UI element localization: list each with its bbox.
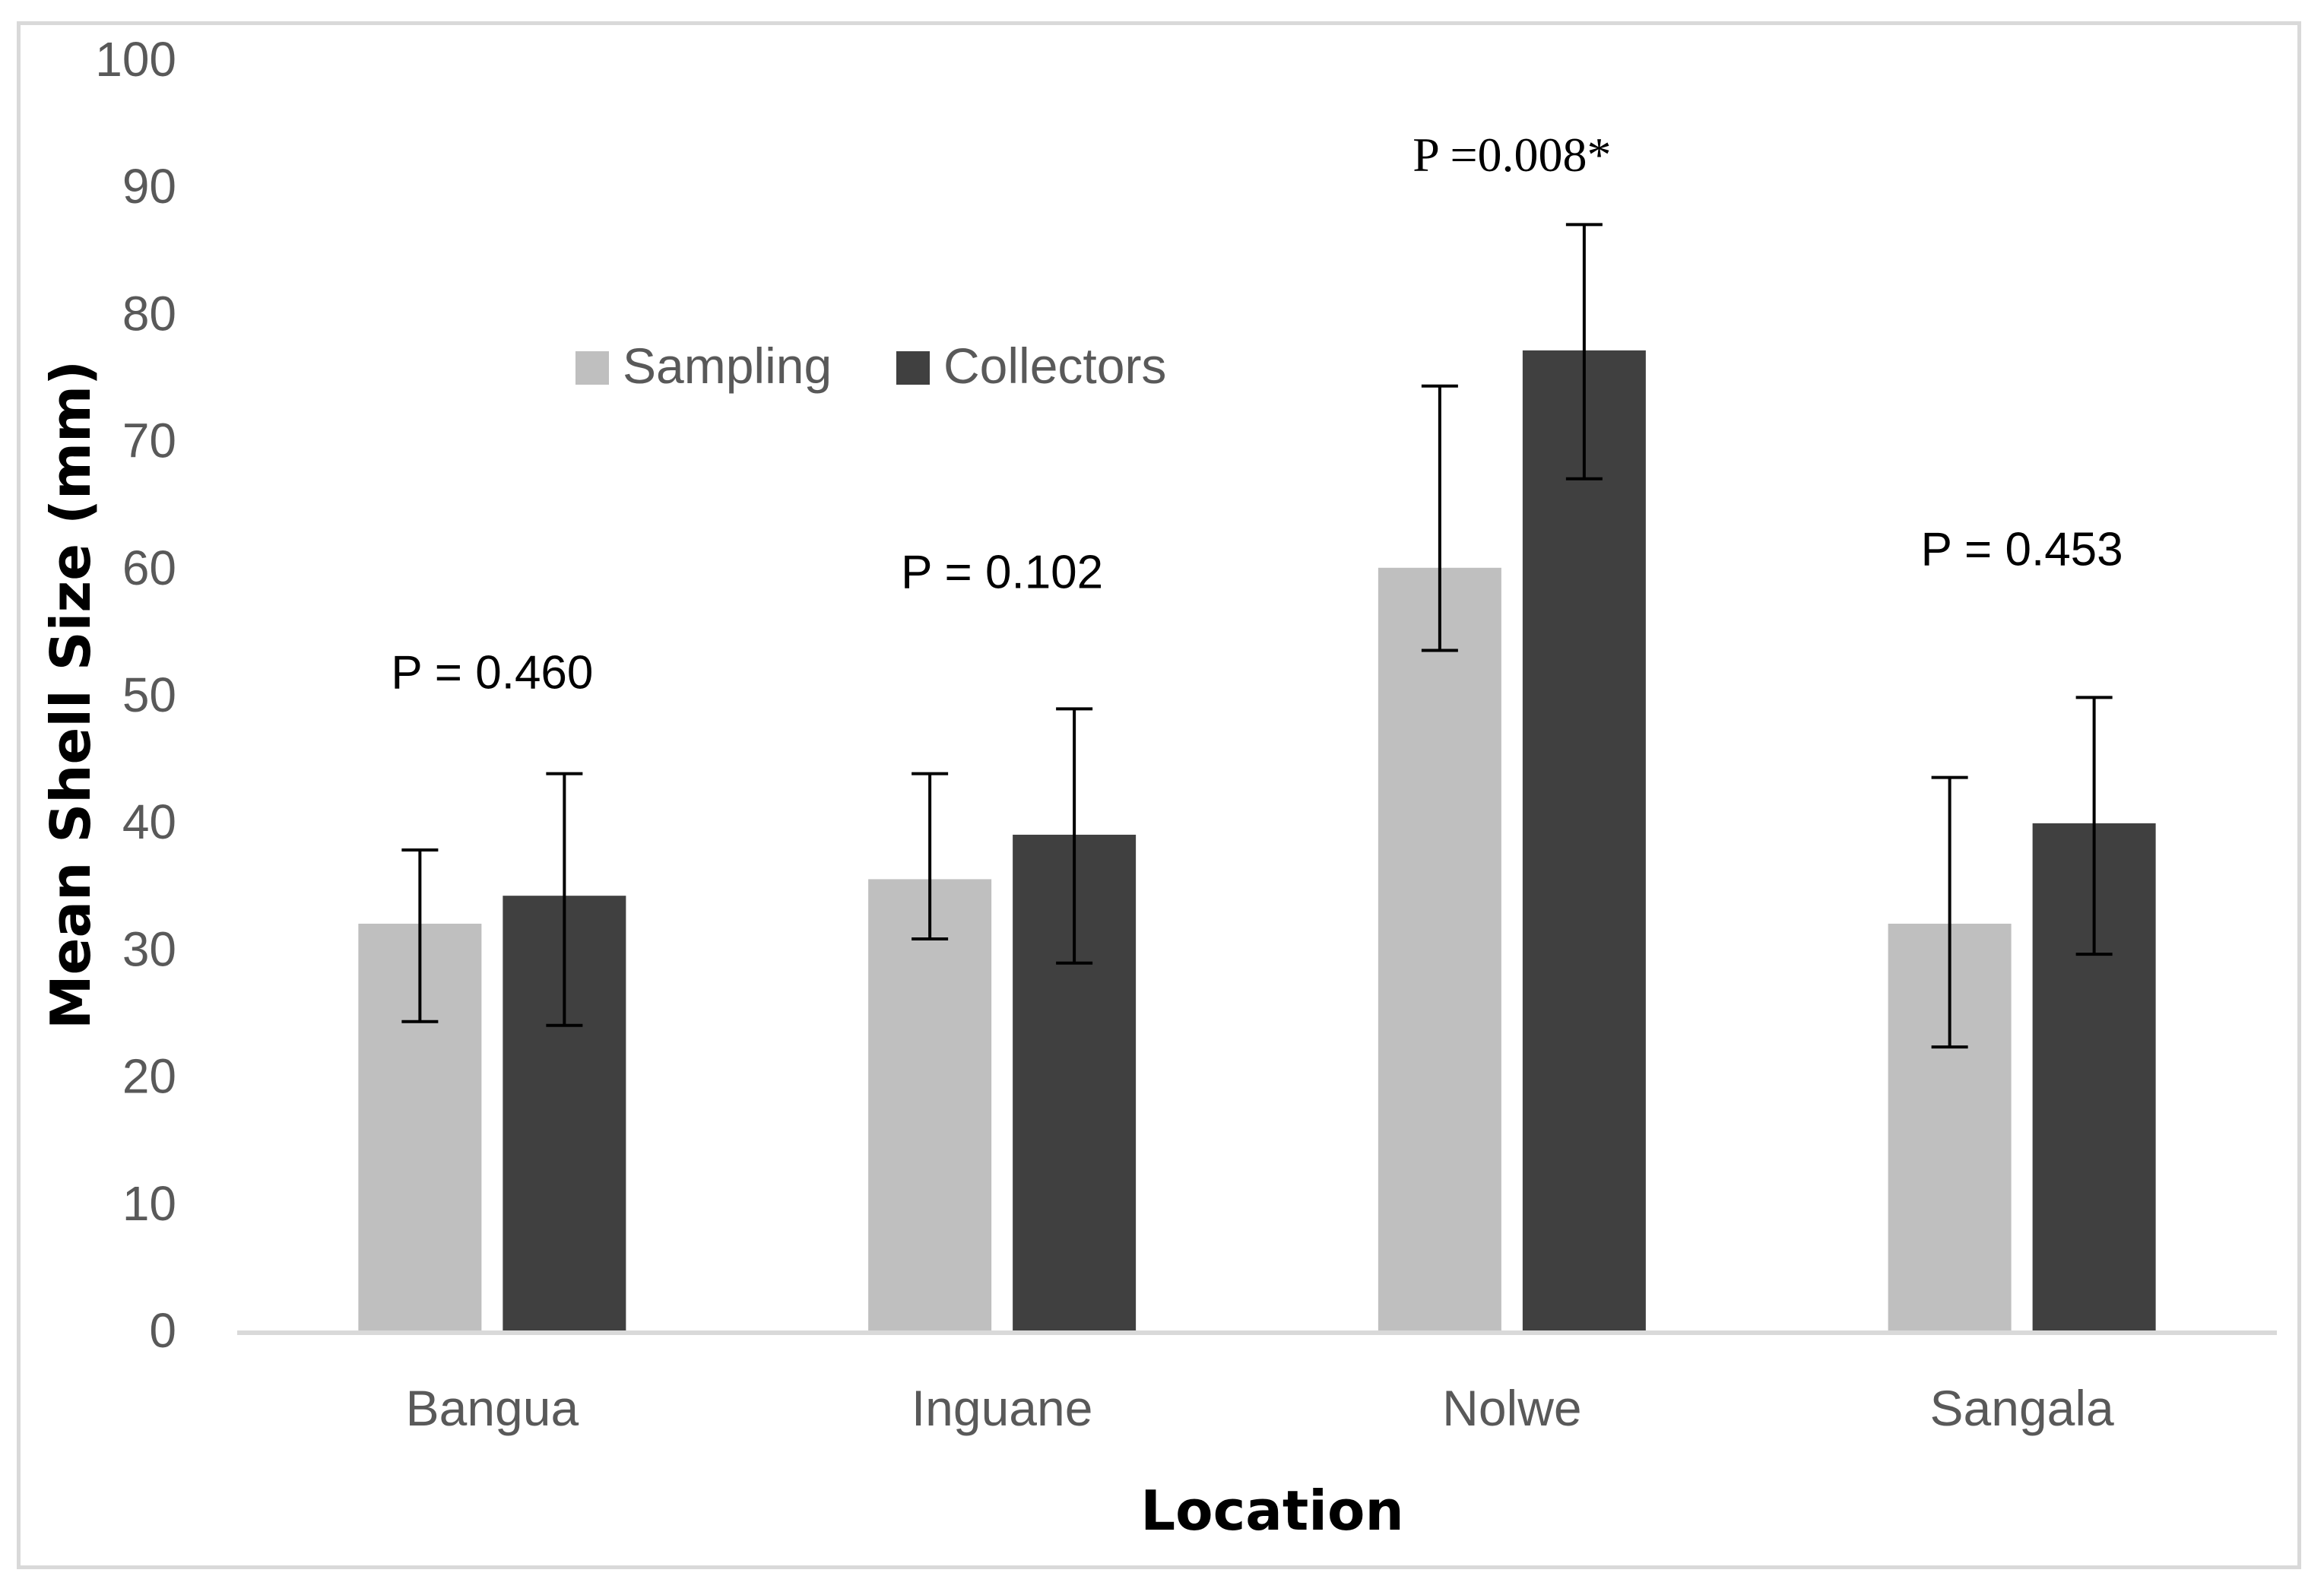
p-value-annotation-bangua: P = 0.460: [391, 647, 593, 699]
error-bar-collectors-nolwe: [1565, 223, 1603, 480]
error-bar-sampling-nolwe: [1421, 384, 1458, 652]
y-tick-label: 10: [122, 1176, 176, 1231]
y-tick-label: 70: [122, 414, 176, 468]
error-bar-sampling-inguane: [912, 772, 949, 941]
y-axis-title: Mean Shell Size (mm): [39, 360, 103, 1029]
bar-sampling-nolwe: [1378, 567, 1501, 1330]
error-bar-collectors-inguane: [1056, 707, 1093, 965]
error-bar-collectors-bangua: [546, 772, 583, 1027]
y-tick-label: 40: [122, 794, 176, 849]
legend-label-sampling: Sampling: [623, 338, 832, 394]
x-axis-category-labels: Bangua Inguane Nolwe Sangala: [406, 1380, 2114, 1436]
x-tick-label-bangua: Bangua: [406, 1380, 579, 1436]
p-value-annotation-sangala: P = 0.453: [1921, 523, 2123, 576]
x-axis-title: Location: [1140, 1479, 1403, 1543]
y-tick-label: 60: [122, 541, 176, 595]
y-tick-label: 80: [122, 286, 176, 341]
y-tick-label: 50: [122, 668, 176, 722]
bar-sampling-inguane: [868, 879, 992, 1330]
y-tick-label: 100: [95, 32, 176, 87]
bar-collectors-nolwe: [1522, 350, 1646, 1331]
legend-swatch-collectors: [896, 351, 930, 385]
x-tick-label-sangala: Sangala: [1930, 1380, 2115, 1436]
error-bar-sampling-sangala: [1931, 775, 1968, 1049]
x-tick-label-inguane: Inguane: [912, 1380, 1093, 1436]
p-value-annotation-nolwe: P =0.008*: [1412, 128, 1611, 182]
error-bar-collectors-sangala: [2075, 696, 2113, 956]
y-tick-label: 20: [122, 1049, 176, 1104]
error-bars: [401, 223, 2113, 1049]
bars: [358, 350, 2156, 1331]
error-bar-sampling-bangua: [401, 848, 439, 1023]
y-tick-label: 30: [122, 921, 176, 976]
legend-label-collectors: Collectors: [943, 338, 1166, 394]
legend: Sampling Collectors: [575, 338, 1166, 394]
y-tick-label: 90: [122, 159, 176, 214]
y-axis-ticks: 0 10 20 30 40 50 60 70 80 90 100: [95, 32, 176, 1358]
x-tick-label-nolwe: Nolwe: [1442, 1380, 1581, 1436]
y-tick-label: 0: [149, 1303, 176, 1358]
p-value-annotations: P = 0.460 P = 0.102 P =0.008* P = 0.453: [391, 128, 2123, 699]
p-value-annotation-inguane: P = 0.102: [901, 547, 1103, 599]
legend-swatch-sampling: [575, 351, 609, 385]
